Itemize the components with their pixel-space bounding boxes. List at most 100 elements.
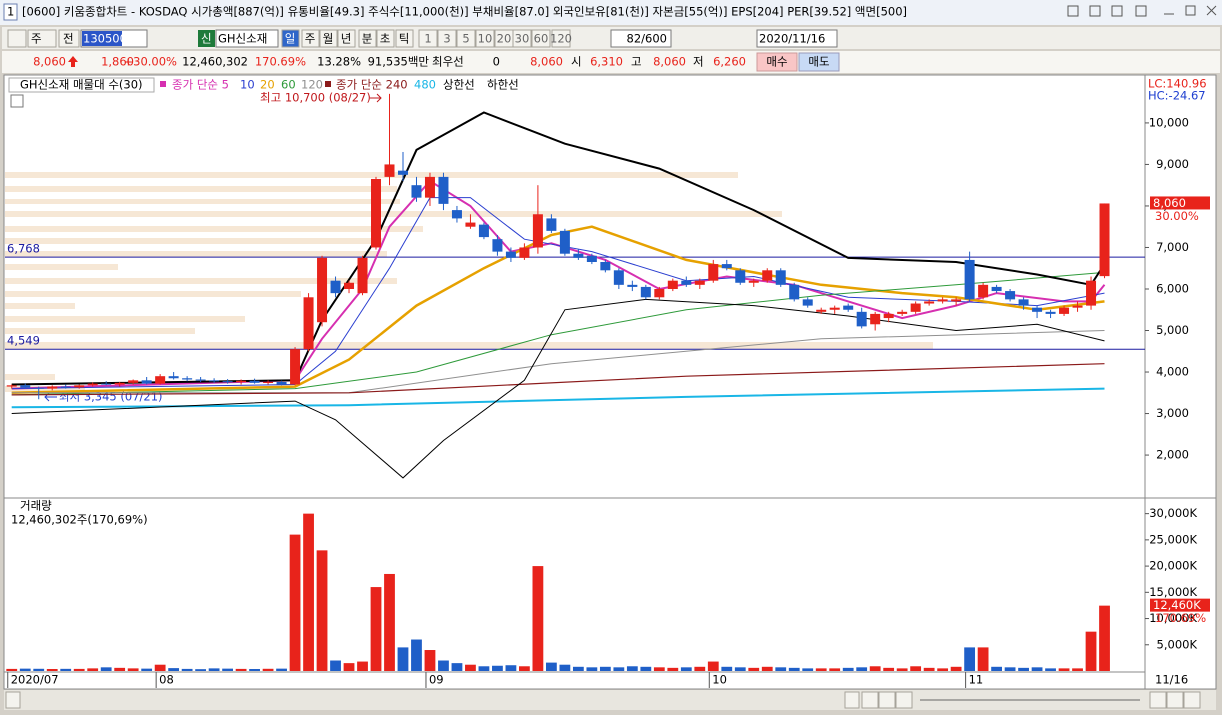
candle-body xyxy=(424,176,435,198)
title-bar xyxy=(0,0,1222,25)
volume-bar xyxy=(923,667,935,671)
legend-entry: 60 xyxy=(281,78,296,92)
date-box[interactable] xyxy=(756,29,838,48)
candle-body xyxy=(222,381,233,383)
last-rate: 30.00% xyxy=(1155,209,1199,223)
legend-entry: 종가 단순 5 xyxy=(172,78,229,92)
best-label: 최우선 xyxy=(432,55,464,69)
last-volume: 12,460K xyxy=(1153,598,1201,612)
close[interactable] xyxy=(1206,5,1217,16)
mode: 전 xyxy=(63,32,74,46)
candle-body xyxy=(60,386,71,388)
volume-bar xyxy=(276,668,287,671)
volume-bar xyxy=(667,667,679,671)
sell[interactable]: 매도 xyxy=(808,55,829,69)
volume-bar xyxy=(19,668,31,671)
period-button[interactable] xyxy=(337,29,356,48)
control[interactable] xyxy=(1166,691,1184,709)
title-box xyxy=(8,77,155,93)
control[interactable] xyxy=(861,691,879,709)
interval-button[interactable] xyxy=(418,29,438,48)
candle-body xyxy=(600,262,611,271)
candle-body xyxy=(384,164,395,177)
maximize[interactable] xyxy=(1185,5,1196,16)
control[interactable] xyxy=(1183,691,1201,709)
scroll-controls[interactable] xyxy=(861,691,1201,709)
volume-bar xyxy=(680,667,692,671)
interval: 120 xyxy=(550,32,572,46)
scrollbar[interactable] xyxy=(4,690,1216,710)
candle-body xyxy=(263,381,274,383)
grid-icon[interactable] xyxy=(10,94,24,108)
window-controls[interactable] xyxy=(1067,5,1217,17)
code: 130500 xyxy=(83,32,127,46)
candle-body xyxy=(546,218,557,231)
scroll-left[interactable] xyxy=(5,691,21,709)
period-button[interactable] xyxy=(281,29,300,48)
high-label: 고 xyxy=(631,55,642,69)
control[interactable] xyxy=(1067,5,1079,17)
legend-entry: 480 xyxy=(414,78,436,92)
count: 82/600 xyxy=(627,32,667,46)
y-tick-label: 7,000 xyxy=(1156,240,1189,254)
market-select[interactable] xyxy=(27,29,57,48)
candle-body xyxy=(532,214,543,248)
candle-body xyxy=(721,264,732,269)
period-button[interactable] xyxy=(358,29,377,48)
stock-name: GH신소재 xyxy=(218,32,267,46)
volume-bar xyxy=(114,667,126,671)
candle-body xyxy=(1032,307,1043,312)
control[interactable] xyxy=(1149,691,1167,709)
period-button[interactable] xyxy=(301,29,320,48)
candle-body xyxy=(87,383,98,386)
candle-body xyxy=(1072,305,1083,308)
interval-button[interactable] xyxy=(531,29,551,48)
y-tick-label: 15,000K xyxy=(1149,585,1197,599)
buy-button[interactable] xyxy=(756,52,798,72)
control[interactable] xyxy=(1135,5,1147,17)
window-title: [0600] 키움종합차트 - KOSDAQ 시가총액[887(억)] 유통비율… xyxy=(22,5,907,19)
sell-button[interactable] xyxy=(798,52,840,72)
period-button[interactable] xyxy=(395,29,414,48)
volume-bar xyxy=(977,647,989,671)
control[interactable] xyxy=(1089,5,1101,17)
chart-title: GH신소재 매물대 수(30) xyxy=(20,78,143,92)
legend-entry: 20 xyxy=(260,78,275,92)
control[interactable] xyxy=(895,691,913,709)
interval-button[interactable] xyxy=(512,29,532,48)
candle-body xyxy=(128,380,139,383)
scroll-right[interactable] xyxy=(844,691,860,709)
period-button[interactable] xyxy=(319,29,338,48)
profile-bar xyxy=(5,342,933,349)
y-tick-label: 5,000 xyxy=(1156,323,1189,337)
candle-body xyxy=(681,280,692,285)
interval-button[interactable] xyxy=(551,29,571,48)
interval-button[interactable] xyxy=(456,29,476,48)
period-button[interactable] xyxy=(376,29,395,48)
volume-bar xyxy=(127,668,139,671)
interval-button[interactable] xyxy=(475,29,495,48)
candle-body xyxy=(465,222,476,227)
profile-bar xyxy=(5,328,195,334)
volume-bar xyxy=(842,667,854,671)
reference-label: 4,549 xyxy=(7,334,40,348)
candle-body xyxy=(910,303,921,312)
volume-bar xyxy=(289,534,301,671)
mode-button[interactable] xyxy=(58,29,80,48)
control[interactable] xyxy=(1111,5,1123,17)
control[interactable] xyxy=(878,691,896,709)
low-label: 저 xyxy=(693,55,704,69)
volume-bar xyxy=(222,668,233,671)
volume-bar xyxy=(330,660,341,671)
interval-button[interactable] xyxy=(437,29,457,48)
button[interactable] xyxy=(7,29,27,48)
legend-entry: 120 xyxy=(301,78,323,92)
buy[interactable]: 매수 xyxy=(766,55,787,69)
window-number: 1 xyxy=(7,5,14,19)
volume-bar xyxy=(707,661,719,671)
volume-bar xyxy=(519,666,530,671)
volume-bar xyxy=(775,667,787,671)
amount: 91,535백만 xyxy=(368,55,430,69)
interval: 3 xyxy=(443,32,450,46)
volume-bar xyxy=(626,666,638,671)
